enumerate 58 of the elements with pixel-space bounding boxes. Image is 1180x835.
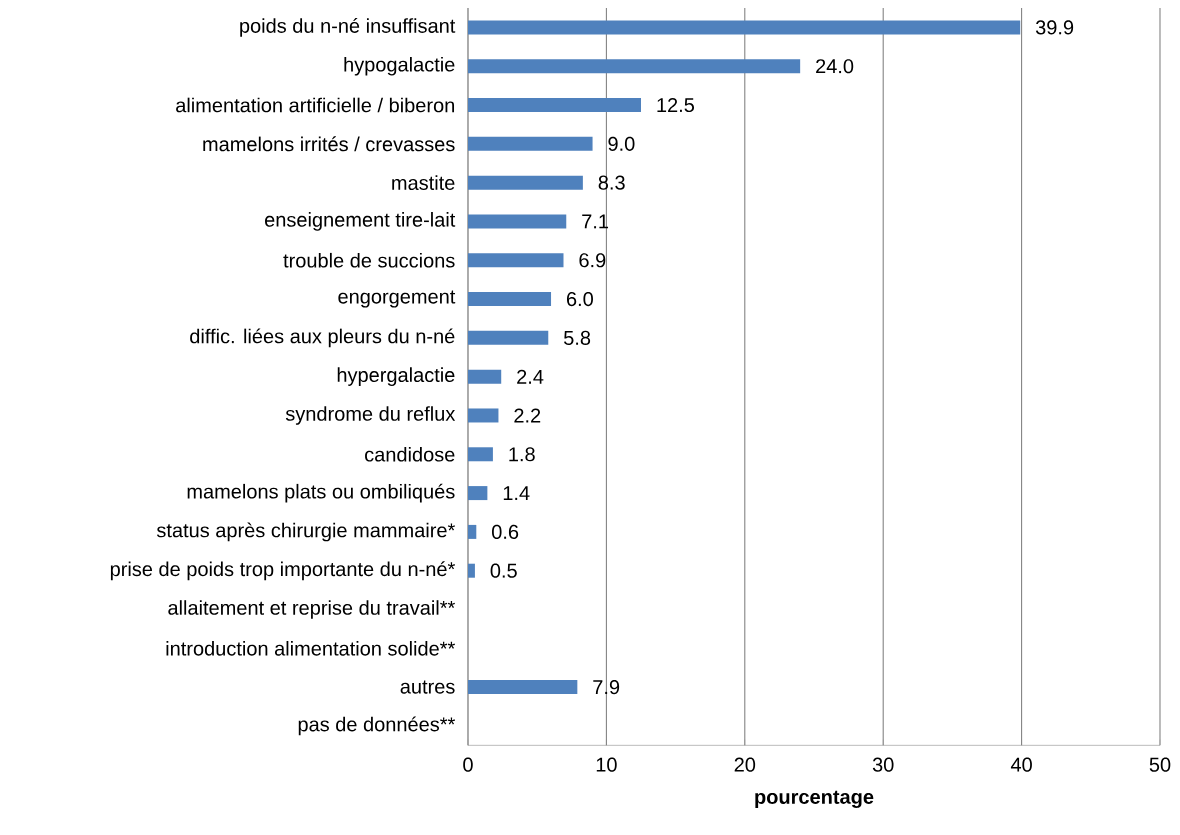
y-tick-label: status après chirurgie mammaire* xyxy=(156,522,455,542)
bar xyxy=(468,447,493,462)
y-tick-label: candidose xyxy=(365,447,455,462)
data-label: 24.0 xyxy=(816,59,854,74)
data-label: 5.8 xyxy=(564,330,591,346)
y-tick-label: autres xyxy=(400,680,455,694)
x-tick-label: 20 xyxy=(734,757,756,772)
bar xyxy=(468,59,801,74)
bar xyxy=(468,369,502,384)
x-tick-label: 50 xyxy=(1149,757,1171,772)
bar xyxy=(468,175,583,190)
bar xyxy=(468,98,641,113)
bar xyxy=(468,20,1021,35)
bar xyxy=(468,253,564,268)
data-label: 8.3 xyxy=(598,175,625,190)
data-label: 1.8 xyxy=(509,447,535,462)
data-label: 12.5 xyxy=(657,98,695,113)
data-label: 7.9 xyxy=(593,680,620,695)
y-tick-label: mamelons irrités / crevasses xyxy=(203,136,455,152)
y-tick-label: diffic. liées aux pleurs du n-né xyxy=(190,328,455,348)
y-tick-label: allaitement et reprise du travail** xyxy=(168,600,455,619)
bar xyxy=(468,563,475,578)
bar xyxy=(468,680,578,695)
data-label: 6.9 xyxy=(579,253,606,268)
data-label: 7.1 xyxy=(582,214,609,229)
bar xyxy=(468,292,552,307)
y-tick-label: engorgement xyxy=(338,290,456,308)
data-label: 6.0 xyxy=(567,292,593,307)
x-tick-label: 40 xyxy=(1010,757,1032,772)
data-label: 2.4 xyxy=(517,369,544,384)
data-label: 0.5 xyxy=(490,563,517,578)
x-tick-label: 10 xyxy=(596,757,617,772)
x-tick-label: 30 xyxy=(872,757,894,772)
y-tick-label: pas de données** xyxy=(298,716,456,736)
data-label: 2.2 xyxy=(514,408,541,423)
data-label: 0.6 xyxy=(492,524,519,540)
y-tick-label: trouble de succions xyxy=(283,253,455,268)
y-tick-label: poids du n-né insuffisant xyxy=(240,18,456,37)
bar xyxy=(468,137,593,151)
bar xyxy=(468,331,549,346)
x-tick-label: 0 xyxy=(463,757,473,772)
y-tick-label: mastite xyxy=(392,175,455,191)
bar xyxy=(468,525,477,540)
y-tick-label: hypogalactie xyxy=(344,57,455,76)
y-tick-label: syndrome du reflux xyxy=(285,406,456,425)
x-axis-title: pourcentage xyxy=(755,790,874,809)
y-tick-label: introduction alimentation solide** xyxy=(166,641,455,656)
bar xyxy=(468,408,499,423)
bar xyxy=(468,486,488,501)
data-label: 9.0 xyxy=(608,136,635,152)
data-label: 39.9 xyxy=(1035,20,1074,35)
y-tick-label: alimentation artificielle / biberon xyxy=(176,97,455,113)
data-label: 1.4 xyxy=(503,486,530,501)
bar xyxy=(468,214,567,229)
y-tick-label: prise de poids trop importante du n-né* xyxy=(110,561,455,581)
y-tick-label: hypergalactie xyxy=(337,367,455,387)
y-tick-label: mamelons plats ou ombiliqués xyxy=(187,483,455,503)
y-tick-label: enseignement tire-lait xyxy=(265,212,456,231)
